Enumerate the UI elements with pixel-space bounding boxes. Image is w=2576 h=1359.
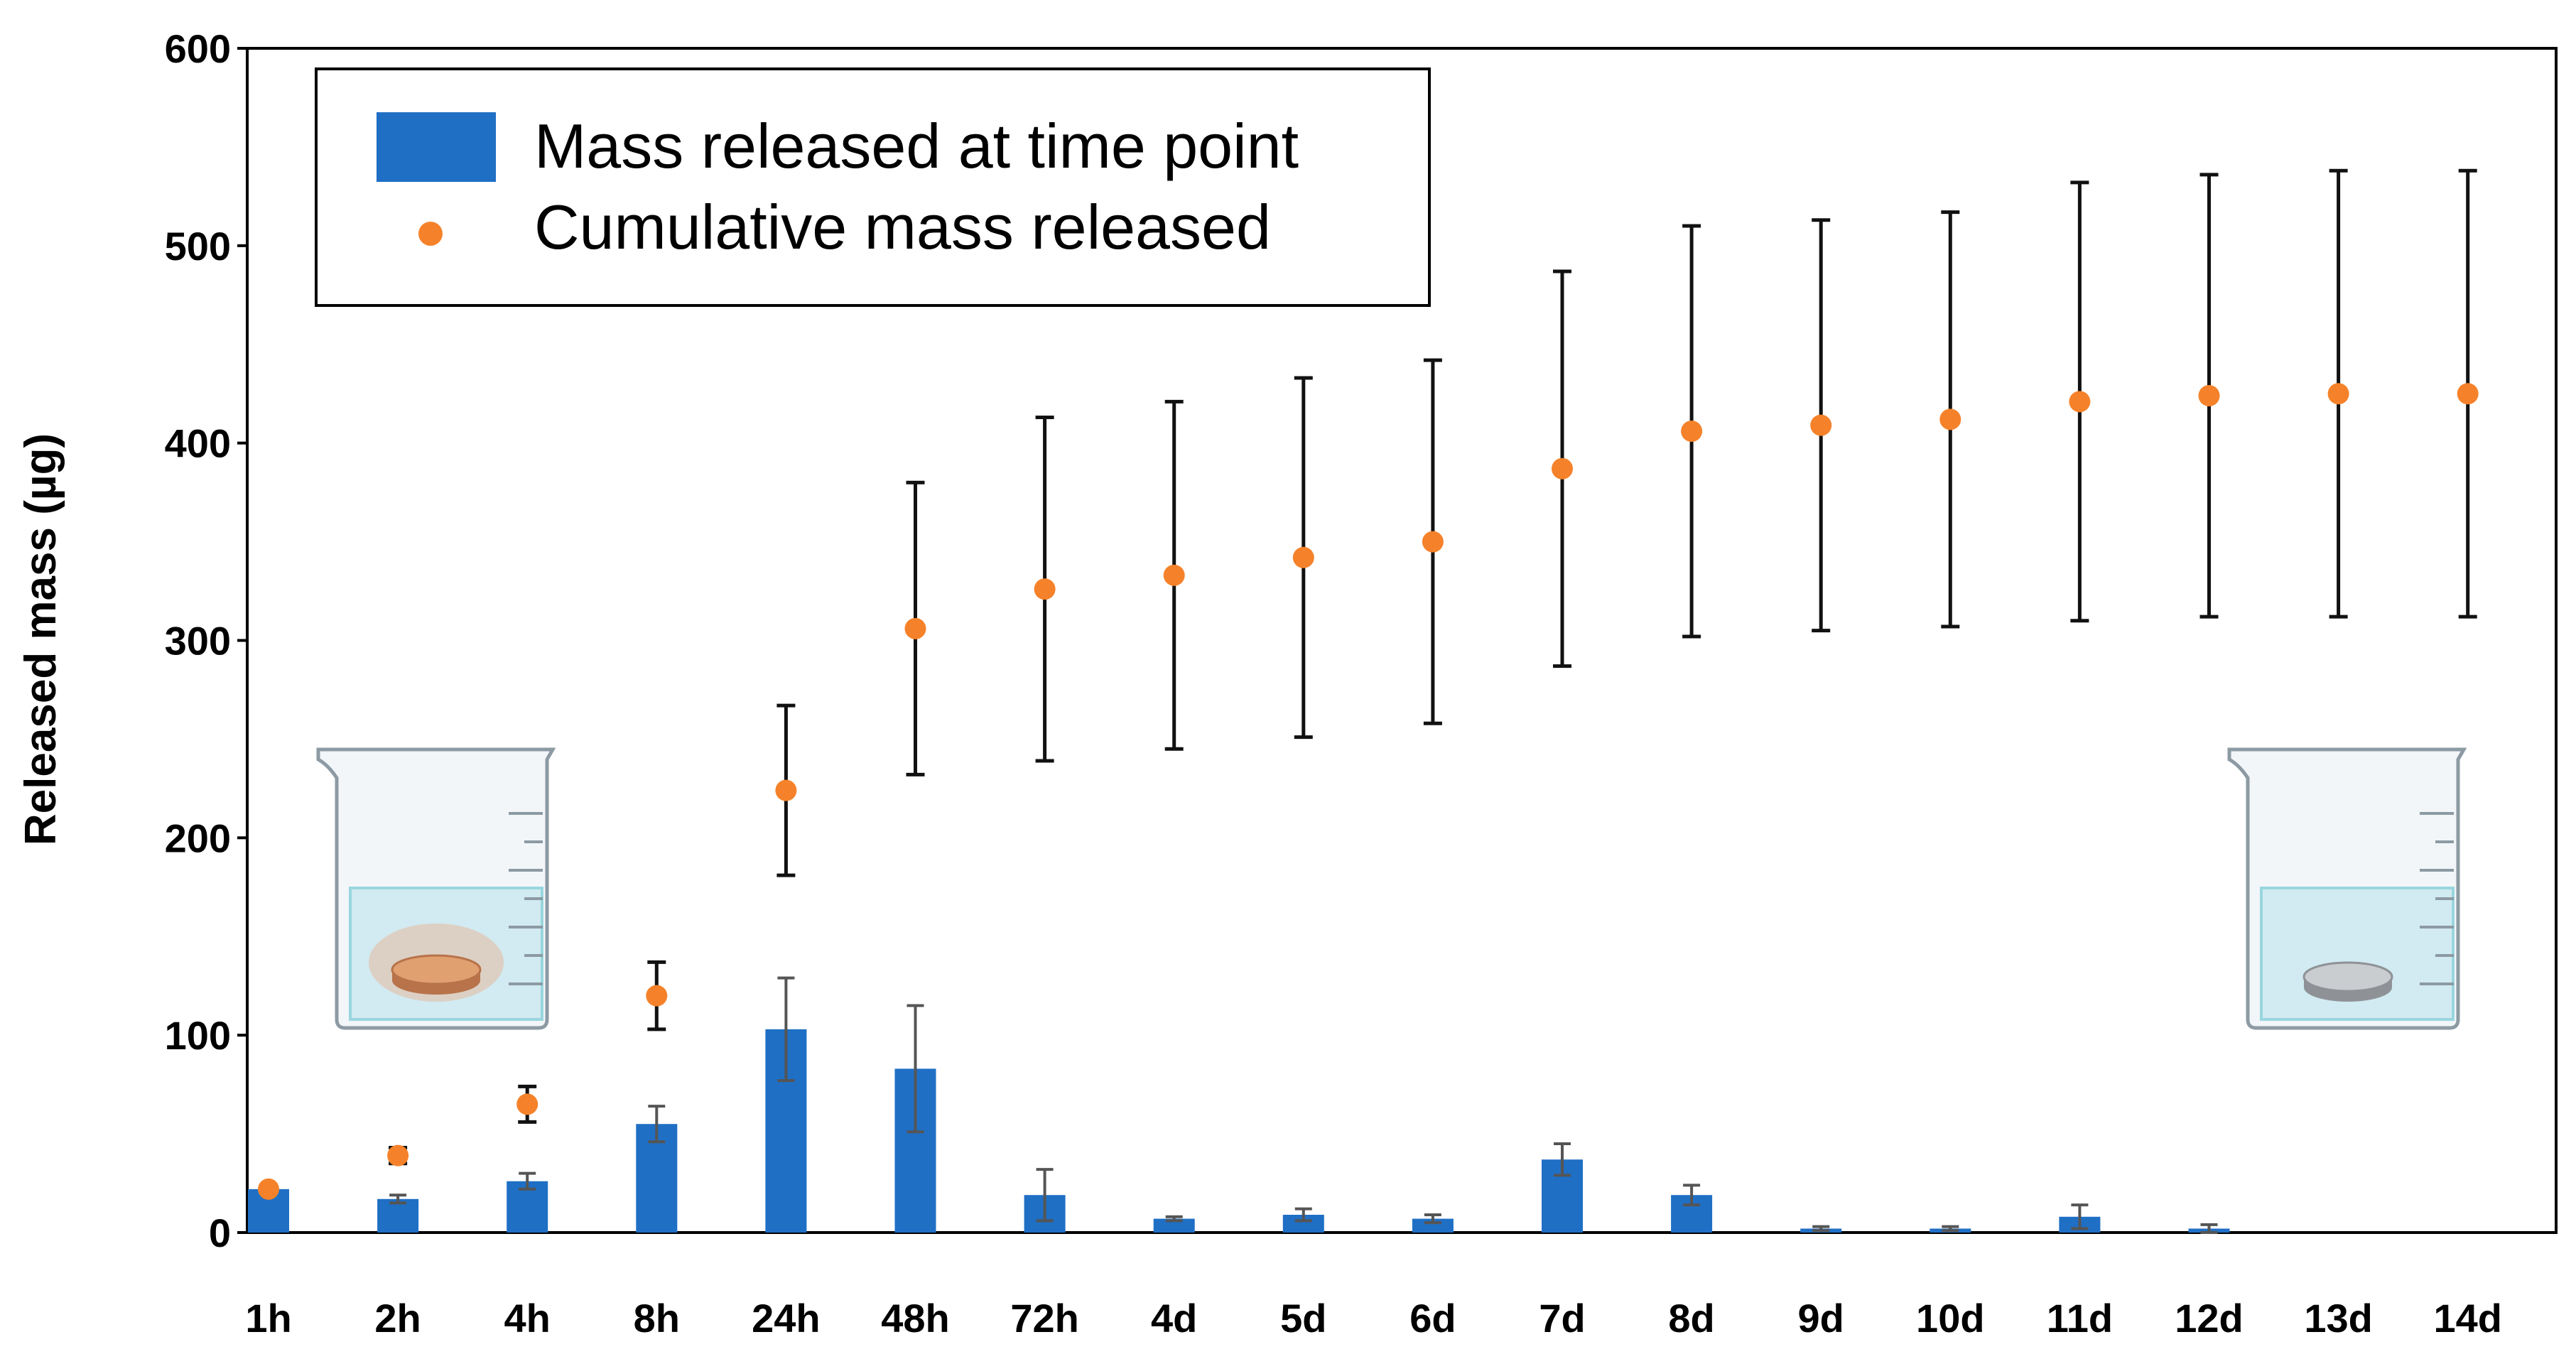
x-tick-label: 6d — [1409, 1296, 1456, 1341]
cumulative-point — [2457, 383, 2479, 405]
y-tick-label: 300 — [165, 619, 231, 664]
x-tick-label: 13d — [2304, 1296, 2373, 1341]
bar-error-bars — [389, 976, 2218, 1234]
beaker-illustration-right — [2227, 747, 2467, 1030]
cumulative-point — [1939, 408, 1961, 431]
y-tick-label: 500 — [165, 224, 231, 269]
cumulative-point — [516, 1093, 539, 1115]
cumulative-point — [1422, 531, 1444, 553]
cumulative-point — [1163, 564, 1185, 586]
y-axis-ticks: 0 100 200 300 400 500 600 — [165, 26, 247, 1255]
cumulative-point — [1681, 420, 1703, 442]
beaker-illustration-left — [316, 747, 556, 1030]
x-axis-tick-labels: 1h 2h 4h 8h 24h 48h 72h 4d 5d 6d 7d 8d 9d 10d 11d 12d 13… — [245, 1296, 2502, 1341]
legend: Mass released at time point Cumulative m… — [315, 67, 1431, 307]
legend-bar-swatch — [377, 112, 496, 182]
x-tick-label: 11d — [2047, 1296, 2113, 1341]
cumulative-point — [1034, 578, 1056, 600]
y-tick-label: 200 — [165, 816, 231, 860]
bar — [1412, 1218, 1454, 1233]
y-tick-label: 600 — [165, 26, 231, 71]
cumulative-point — [1292, 546, 1314, 568]
cumulative-point — [904, 617, 926, 639]
y-axis-title: Released mass (µg) — [16, 433, 65, 845]
y-tick-label: 400 — [165, 421, 231, 466]
x-tick-label: 7d — [1539, 1296, 1585, 1341]
cumulative-point — [258, 1178, 279, 1200]
legend-dot-swatch — [418, 222, 443, 246]
legend-label-bar: Mass released at time point — [534, 111, 1299, 181]
x-tick-label: 4h — [504, 1296, 551, 1341]
x-tick-label: 8d — [1668, 1296, 1714, 1341]
cumulative-point — [2327, 383, 2349, 405]
bar — [377, 1198, 419, 1233]
cumulative-point — [387, 1144, 409, 1166]
cumulative-point — [2069, 391, 2091, 413]
legend-box — [315, 67, 1431, 307]
bar — [1153, 1218, 1195, 1233]
x-tick-label: 14d — [2433, 1296, 2502, 1341]
x-tick-label: 2h — [374, 1296, 421, 1341]
cumulative-points — [258, 383, 2479, 1200]
x-tick-label: 48h — [881, 1296, 950, 1341]
x-tick-label: 24h — [752, 1296, 821, 1341]
y-tick-label: 100 — [165, 1013, 231, 1058]
bar-series — [248, 1029, 2230, 1233]
x-tick-label: 72h — [1010, 1296, 1079, 1341]
cumulative-point — [646, 985, 668, 1007]
legend-label-cumulative: Cumulative mass released — [534, 192, 1271, 262]
x-tick-label: 4d — [1151, 1296, 1197, 1341]
x-tick-label: 12d — [2175, 1296, 2244, 1341]
cumulative-point — [775, 779, 797, 801]
x-tick-label: 9d — [1798, 1296, 1844, 1341]
cumulative-point — [1810, 414, 1832, 436]
x-tick-label: 1h — [245, 1296, 291, 1341]
x-tick-label: 8h — [634, 1296, 680, 1341]
cumulative-point — [1552, 457, 1573, 480]
cumulative-point — [2198, 384, 2220, 406]
y-tick-label: 0 — [209, 1211, 231, 1255]
x-tick-label: 10d — [1916, 1296, 1985, 1341]
x-tick-label: 5d — [1280, 1296, 1326, 1341]
